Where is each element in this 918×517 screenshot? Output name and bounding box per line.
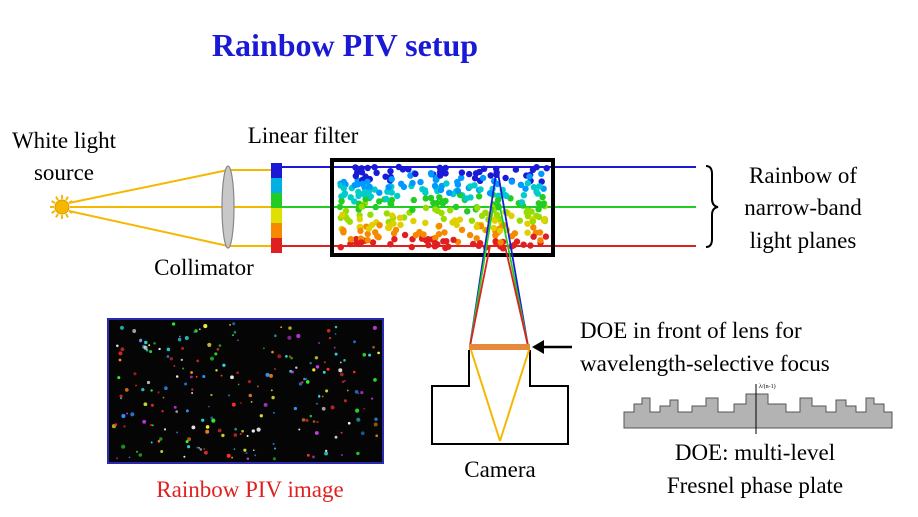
linear-filter-label: Linear filter [248, 123, 359, 148]
camera-rays [469, 166, 529, 347]
flow-tank [330, 158, 555, 257]
piv-image [107, 318, 384, 464]
collimator-label: Collimator [154, 255, 254, 280]
doe-plate-label-line2: Fresnel phase plate [667, 473, 843, 498]
piv-image-label: Rainbow PIV image [156, 477, 343, 502]
rainbow-label-line2: narrow-band [744, 195, 862, 220]
camera-focus-cone [470, 349, 530, 442]
tank-particles [336, 163, 550, 252]
doe-bar [469, 344, 530, 350]
white-light-source-label: White light [12, 128, 117, 153]
piv-image-particles [111, 322, 380, 461]
white-light-source-label-2: source [34, 160, 94, 185]
light-fan [68, 169, 272, 247]
doe-phase-plate: λ/(n-1) [623, 383, 893, 434]
filter-band [271, 223, 282, 238]
rainbow-label-line1: Rainbow of [749, 163, 857, 188]
rainbow-label-line3: light planes [750, 228, 857, 253]
rainbow-brace [705, 165, 719, 248]
filter-band [271, 163, 282, 178]
lambda-tick-label: λ/(n-1) [759, 383, 776, 390]
doe-note-line2: wavelength-selective focus [580, 351, 830, 376]
doe-plate-label-line1: DOE: multi-level [675, 440, 835, 465]
linear-filter [271, 163, 282, 253]
collimator-lens [221, 165, 235, 249]
doe-arrow [532, 340, 572, 354]
camera-body [431, 350, 569, 445]
page-title: Rainbow PIV setup [212, 27, 478, 63]
filter-band [271, 238, 282, 253]
filter-band [271, 178, 282, 193]
filter-band [271, 208, 282, 223]
camera-label: Camera [464, 457, 536, 482]
doe-note-line1: DOE in front of lens for [580, 318, 802, 343]
filter-band [271, 193, 282, 208]
